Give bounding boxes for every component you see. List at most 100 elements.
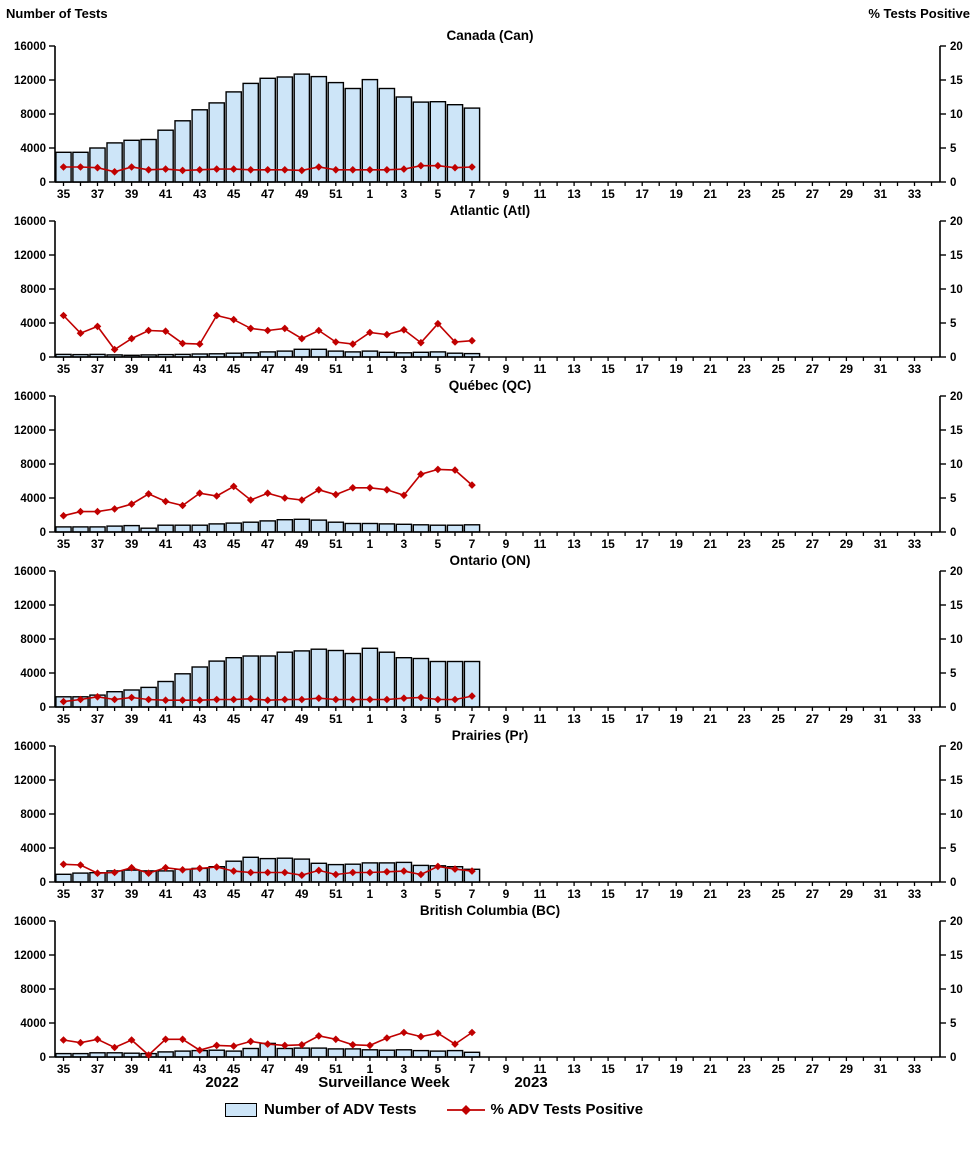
year-left-label: 2022 bbox=[205, 1074, 239, 1091]
tests-bar bbox=[446, 524, 464, 533]
left-axis-tick-label: 4000 bbox=[20, 843, 46, 855]
pct-positive-marker bbox=[110, 168, 119, 176]
pct-positive-marker bbox=[468, 481, 476, 489]
right-axis-tick-label: 10 bbox=[950, 634, 963, 646]
tests-bar bbox=[276, 518, 294, 533]
pct-positive-marker bbox=[195, 166, 204, 174]
x-axis-tick-label: 27 bbox=[806, 362, 820, 374]
x-axis-tick-label: 31 bbox=[874, 187, 888, 199]
x-axis-tick-label: 25 bbox=[772, 1062, 786, 1074]
pct-positive-marker bbox=[366, 484, 374, 492]
x-axis-tick-label: 31 bbox=[874, 887, 888, 899]
x-axis-tick-label: 39 bbox=[125, 187, 139, 199]
x-axis-tick-label: 25 bbox=[772, 712, 786, 724]
x-axis-tick-label: 17 bbox=[636, 537, 650, 549]
x-axis-tick-label: 49 bbox=[295, 712, 309, 724]
pct-positive-marker bbox=[400, 1028, 408, 1037]
left-axis-tick-label: 8000 bbox=[20, 284, 46, 296]
x-axis-tick-label: 51 bbox=[329, 887, 343, 899]
x-axis-tick-label: 13 bbox=[567, 712, 581, 724]
x-axis-tick-label: 23 bbox=[738, 712, 752, 724]
x-axis-tick-label: 27 bbox=[806, 887, 820, 899]
x-axis-tick-label: 51 bbox=[329, 187, 343, 199]
pct-positive-marker bbox=[281, 324, 289, 333]
tests-bar bbox=[191, 524, 209, 533]
tests-bar bbox=[242, 1047, 260, 1058]
x-axis-tick-label: 21 bbox=[704, 887, 718, 899]
x-axis-title: Surveillance Week bbox=[318, 1074, 450, 1091]
right-axis-tick-label: 15 bbox=[950, 75, 963, 87]
x-axis-tick-label: 25 bbox=[772, 537, 786, 549]
right-axis-tick-label: 10 bbox=[950, 459, 963, 471]
pct-positive-marker bbox=[93, 869, 102, 877]
x-axis-tick-label: 23 bbox=[738, 187, 752, 199]
tests-bar bbox=[140, 138, 157, 183]
pct-positive-marker bbox=[383, 1034, 391, 1042]
x-axis-tick-label: 51 bbox=[329, 537, 343, 549]
pct-positive-marker bbox=[383, 330, 391, 339]
panel-title: British Columbia (BC) bbox=[420, 903, 560, 918]
x-axis-tick-label: 47 bbox=[261, 887, 275, 899]
x-axis-tick-label: 7 bbox=[469, 362, 476, 374]
x-axis-tick-label: 39 bbox=[125, 887, 139, 899]
pct-positive-marker bbox=[178, 166, 187, 175]
pct-positive-marker bbox=[93, 693, 102, 701]
chart-panels: Canada (Can) 0 4000 8000 12000 16000 0 5 10 15 20 3… bbox=[0, 24, 976, 1074]
x-axis-tick-label: 39 bbox=[125, 537, 139, 549]
pct-positive-marker bbox=[110, 505, 119, 513]
pct-positive-marker bbox=[434, 1029, 442, 1037]
right-axis-tick-label: 15 bbox=[950, 425, 963, 437]
pct-positive-marker bbox=[263, 166, 272, 174]
pct-positive-marker bbox=[400, 694, 408, 702]
pct-positive-marker bbox=[178, 866, 187, 874]
pct-positive-marker bbox=[144, 490, 153, 498]
left-axis-tick-label: 16000 bbox=[14, 216, 46, 228]
pct-positive-marker bbox=[298, 166, 306, 175]
x-axis-tick-label: 39 bbox=[125, 1062, 139, 1074]
pct-positive-marker bbox=[178, 1035, 187, 1044]
x-axis-tick-label: 5 bbox=[435, 537, 442, 549]
left-axis-tick-label: 8000 bbox=[20, 634, 46, 646]
x-axis-tick-label: 43 bbox=[193, 187, 207, 199]
x-axis-tick-label: 33 bbox=[908, 362, 922, 374]
pct-positive-marker bbox=[161, 165, 170, 173]
left-axis-tick-label: 8000 bbox=[20, 809, 46, 821]
pct-positive-marker bbox=[451, 338, 459, 346]
x-axis-tick-label: 1 bbox=[367, 537, 374, 549]
pct-positive-marker bbox=[298, 334, 306, 343]
pct-positive-marker bbox=[59, 311, 68, 320]
pct-positive-marker bbox=[59, 860, 68, 869]
x-axis-tick-label: 49 bbox=[295, 1062, 309, 1074]
pct-positive-marker bbox=[229, 867, 238, 875]
x-axis-tick-label: 41 bbox=[159, 887, 173, 899]
x-axis-tick-label: 3 bbox=[401, 712, 408, 724]
tests-bar bbox=[276, 350, 294, 358]
tests-bar bbox=[123, 524, 140, 533]
left-axis-tick-label: 16000 bbox=[14, 566, 46, 578]
pct-positive-marker bbox=[59, 511, 68, 520]
adv-surveillance-chart: Number of Tests % Tests Positive Canada … bbox=[0, 6, 976, 1118]
right-axis-tick-label: 15 bbox=[950, 775, 963, 787]
right-axis-tick-label: 5 bbox=[950, 493, 957, 505]
x-axis-tick-label: 49 bbox=[295, 187, 309, 199]
x-axis-tick-label: 1 bbox=[367, 887, 374, 899]
x-axis-tick-label: 9 bbox=[503, 537, 510, 549]
x-axis-tick-label: 45 bbox=[227, 362, 241, 374]
x-axis-tick-label: 23 bbox=[738, 1062, 752, 1074]
pct-positive-marker bbox=[349, 340, 357, 348]
pct-positive-marker bbox=[366, 166, 374, 174]
x-axis-tick-label: 11 bbox=[534, 537, 547, 549]
x-axis-tick-label: 7 bbox=[469, 712, 476, 724]
left-axis-tick-label: 4000 bbox=[20, 668, 46, 680]
pct-positive-marker bbox=[93, 163, 102, 172]
x-axis-tick-label: 43 bbox=[193, 1062, 207, 1074]
x-axis-tick-label: 37 bbox=[91, 1062, 105, 1074]
x-axis-tick-label: 1 bbox=[367, 187, 374, 199]
tests-bar bbox=[429, 1050, 447, 1058]
year-right-label: 2023 bbox=[514, 1074, 548, 1091]
x-axis-tick-label: 41 bbox=[159, 362, 173, 374]
pct-positive-marker bbox=[59, 1036, 68, 1044]
pct-positive-marker bbox=[315, 486, 323, 494]
panel-title: Ontario (ON) bbox=[450, 553, 531, 568]
pct-positive-marker bbox=[93, 322, 102, 331]
